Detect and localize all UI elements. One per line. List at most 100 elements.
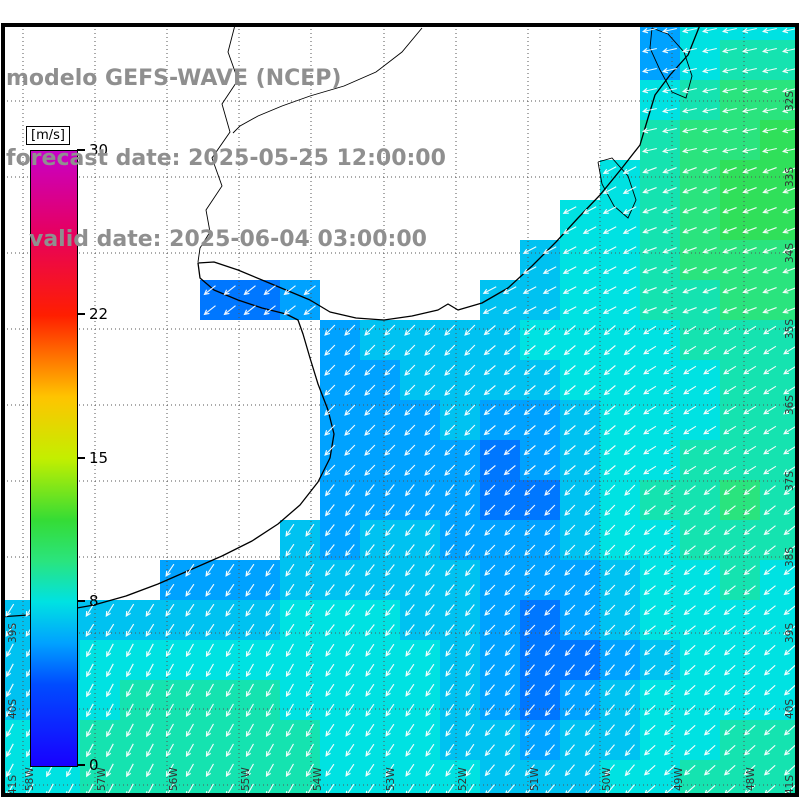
wind-arrow-icon: [225, 703, 234, 718]
wind-arrow-icon: [643, 585, 656, 596]
wind-arrow-icon: [721, 87, 737, 94]
wind-arrow-icon: [464, 484, 475, 497]
wind-arrow-icon: [663, 365, 677, 375]
wind-speed-cell: [640, 280, 680, 320]
wind-arrow-icon: [483, 445, 496, 456]
wind-arrow-icon: [563, 405, 576, 416]
wind-arrow-icon: [743, 365, 757, 375]
wind-arrow-icon: [6, 723, 14, 738]
wind-speed-cell: [760, 80, 797, 120]
wind-arrow-icon: [723, 545, 736, 556]
wind-arrow-icon: [763, 605, 776, 616]
wind-arrow-icon: [385, 743, 395, 757]
wind-arrow-icon: [681, 27, 697, 34]
wind-arrow-icon: [344, 484, 355, 497]
wind-arrow-icon: [126, 663, 134, 678]
wind-arrow-icon: [702, 267, 717, 274]
wind-arrow-icon: [126, 683, 134, 698]
wind-arrow-icon: [682, 267, 697, 274]
wind-arrow-icon: [643, 545, 656, 556]
wind-arrow-icon: [365, 763, 375, 777]
wind-arrow-icon: [763, 724, 776, 736]
wind-arrow-icon: [763, 525, 776, 536]
wind-arrow-icon: [384, 464, 396, 476]
wind-arrow-icon: [285, 763, 294, 778]
wind-arrow-icon: [404, 384, 416, 396]
wind-speed-cell: [160, 640, 200, 680]
wind-speed-cell: [520, 240, 560, 280]
wind-arrow-icon: [364, 484, 375, 497]
wind-arrow-icon: [584, 524, 596, 536]
wind-arrow-icon: [524, 684, 535, 697]
wind-arrow-icon: [444, 444, 456, 456]
wind-arrow-icon: [225, 683, 234, 698]
wind-arrow-icon: [5, 623, 15, 637]
wind-arrow-icon: [683, 445, 697, 455]
wind-arrow-icon: [782, 187, 797, 194]
wind-arrow-icon: [723, 605, 736, 616]
wind-arrow-icon: [464, 544, 475, 557]
wind-arrow-icon: [444, 484, 455, 497]
wind-arrow-icon: [762, 227, 777, 234]
wind-arrow-icon: [504, 604, 516, 616]
wind-arrow-icon: [721, 147, 737, 154]
wind-arrow-icon: [504, 524, 516, 536]
wind-arrow-icon: [563, 425, 576, 436]
wind-arrow-icon: [564, 764, 575, 777]
wind-arrow-icon: [404, 584, 415, 597]
wind-arrow-icon: [365, 703, 375, 717]
wind-arrow-icon: [344, 384, 356, 396]
wind-arrow-icon: [584, 584, 596, 596]
wind-arrow-icon: [544, 644, 555, 657]
wind-speed-cell: [200, 680, 240, 720]
wind-arrow-icon: [723, 465, 737, 475]
wind-speed-cell: [200, 640, 240, 680]
wind-arrow-icon: [582, 286, 597, 294]
wind-arrow-icon: [424, 564, 435, 577]
wind-arrow-icon: [484, 544, 496, 556]
wind-arrow-icon: [703, 465, 717, 475]
wind-arrow-icon: [385, 683, 395, 697]
wind-arrow-icon: [424, 504, 435, 517]
wind-arrow-icon: [444, 324, 456, 336]
wind-arrow-icon: [424, 444, 436, 456]
wind-arrow-icon: [723, 585, 736, 596]
wind-arrow-icon: [203, 285, 216, 296]
wind-arrow-icon: [783, 345, 797, 355]
wind-arrow-icon: [782, 267, 797, 274]
wind-arrow-icon: [543, 345, 556, 356]
wind-arrow-icon: [603, 445, 616, 456]
wind-arrow-icon: [763, 325, 777, 335]
wind-arrow-icon: [424, 604, 435, 617]
wind-arrow-icon: [504, 684, 515, 697]
wind-arrow-icon: [663, 724, 676, 736]
wind-arrow-icon: [404, 604, 415, 617]
wind-arrow-icon: [345, 703, 355, 717]
wind-arrow-icon: [504, 484, 516, 496]
wind-arrow-icon: [682, 167, 697, 174]
wind-arrow-icon: [424, 464, 436, 476]
wind-arrow-icon: [464, 424, 476, 436]
lon-axis-label: 55W: [240, 767, 252, 791]
wind-arrow-icon: [205, 583, 215, 597]
wind-arrow-icon: [682, 247, 697, 254]
wind-arrow-icon: [563, 465, 576, 476]
wind-arrow-icon: [622, 206, 637, 214]
wind-arrow-icon: [703, 365, 717, 375]
wind-arrow-icon: [603, 465, 616, 476]
wind-arrow-icon: [742, 267, 757, 274]
wind-arrow-icon: [624, 624, 636, 636]
wind-arrow-icon: [524, 544, 536, 556]
wind-arrow-icon: [703, 485, 716, 496]
wind-arrow-icon: [165, 603, 175, 617]
wind-arrow-icon: [743, 345, 757, 355]
wind-speed-cell: [80, 760, 120, 795]
wind-arrow-icon: [145, 623, 155, 637]
wind-arrow-icon: [285, 663, 294, 678]
wind-arrow-icon: [245, 763, 254, 778]
wind-arrow-icon: [483, 405, 496, 416]
wind-arrow-icon: [205, 723, 214, 738]
wind-arrow-icon: [444, 364, 456, 376]
wind-arrow-icon: [641, 87, 657, 94]
wind-arrow-icon: [243, 285, 256, 296]
